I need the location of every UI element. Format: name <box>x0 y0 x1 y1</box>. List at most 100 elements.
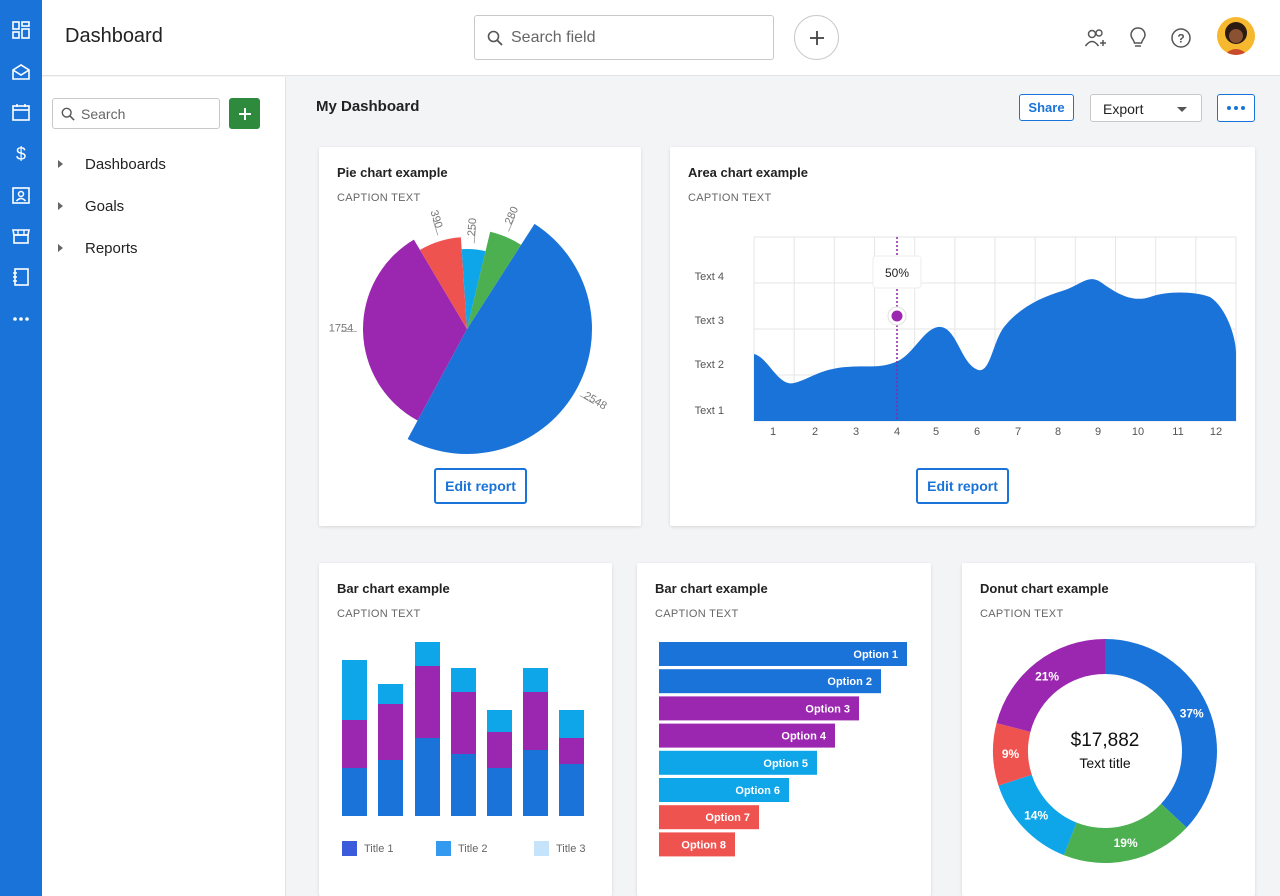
dot-icon <box>1234 106 1238 110</box>
donut-center-value: $17,882 <box>1071 730 1140 751</box>
dot-icon <box>1227 106 1231 110</box>
sidebar-item-label: Reports <box>85 239 138 257</box>
y-tick-label: Text 2 <box>695 359 724 371</box>
add-button[interactable] <box>794 15 839 60</box>
horizontal-bar <box>659 723 835 748</box>
sidebar-item-label: Goals <box>85 197 125 215</box>
sidebar-search-input[interactable] <box>81 104 213 124</box>
horizontal-bar <box>659 778 789 802</box>
more-icon[interactable] <box>9 307 33 331</box>
pie-slice <box>467 231 522 329</box>
help-icon[interactable]: ? <box>1168 25 1194 51</box>
bar-segment <box>378 684 403 704</box>
bar-label: Option 8 <box>681 839 726 851</box>
sidebar-search-box[interactable] <box>52 98 220 129</box>
dashboard-icon[interactable] <box>9 18 33 42</box>
horizontal-bar-chart-card: Option 1 Option 2 Option 3 Option 4 Option 5… <box>637 563 931 896</box>
sidebar-item-dashboards[interactable]: Dashboards <box>58 152 166 176</box>
pie-leader-line <box>473 227 476 244</box>
sidebar-add-button[interactable] <box>229 98 260 129</box>
y-tick-label: Text 3 <box>695 315 724 327</box>
bar-segment <box>451 668 476 692</box>
card-title: Pie chart example <box>337 165 448 180</box>
pie-leader-line <box>508 216 516 232</box>
donut-slice <box>993 723 1032 786</box>
bar-segment <box>378 760 403 816</box>
more-options-button[interactable] <box>1217 94 1255 122</box>
card-caption: CAPTION TEXT <box>688 192 772 204</box>
add-user-icon[interactable] <box>1083 25 1109 51</box>
caret-right-icon <box>58 244 63 252</box>
pie-slice-label: 390 <box>428 209 445 230</box>
user-avatar[interactable] <box>1217 17 1255 55</box>
card-caption: CAPTION TEXT <box>980 608 1064 620</box>
horizontal-bar <box>659 669 881 694</box>
calendar-icon[interactable] <box>9 100 33 124</box>
top-search-input[interactable] <box>511 24 761 52</box>
donut-slice <box>998 774 1077 856</box>
horizontal-bar <box>659 832 735 857</box>
horizontal-bar <box>659 642 907 666</box>
horizontal-bar-chart: Option 1 Option 2 Option 3 Option 4 Option 5… <box>659 642 907 857</box>
card-title: Donut chart example <box>980 581 1109 596</box>
chevron-down-icon <box>1177 107 1187 112</box>
export-dropdown[interactable]: Export <box>1090 94 1202 122</box>
bar-label: Option 5 <box>763 758 808 770</box>
card-title: Area chart example <box>688 165 808 180</box>
share-button[interactable]: Share <box>1019 94 1074 121</box>
inbox-icon[interactable] <box>9 60 33 84</box>
pie-leader-line <box>579 395 594 405</box>
x-tick-label: 9 <box>1095 426 1101 438</box>
bar-segment <box>415 642 440 666</box>
donut-chart-card: 37% 19% 14% 9% 21% $17,882 Text title Donut ch… <box>962 563 1255 896</box>
contact-card-icon[interactable] <box>9 183 33 207</box>
bar-segment <box>415 738 440 816</box>
marker-point <box>891 310 903 322</box>
pie-slice <box>363 239 467 421</box>
x-tick-label: 8 <box>1055 426 1061 438</box>
bar-segment <box>451 754 476 816</box>
x-tick-label: 7 <box>1015 426 1021 438</box>
bar-segment <box>523 750 548 816</box>
card-title: Bar chart example <box>655 581 768 596</box>
legend-label: Title 2 <box>458 843 488 855</box>
bar-segment <box>559 710 584 738</box>
sidebar: Dashboards Goals Reports <box>42 77 286 896</box>
donut-slice-label: 37% <box>1180 706 1204 720</box>
x-tick-label: 10 <box>1132 426 1144 438</box>
plus-icon <box>238 107 251 120</box>
legend-label: Title 3 <box>556 843 586 855</box>
card-caption: CAPTION TEXT <box>337 608 421 620</box>
stacked-bar-chart-card: Title 1 Title 2 Title 3 Bar chart example … <box>319 563 612 896</box>
horizontal-bar <box>659 750 817 775</box>
donut-slice-label: 14% <box>1024 809 1048 823</box>
svg-text:?: ? <box>1177 32 1184 46</box>
horizontal-bar <box>659 805 759 830</box>
bar-segment <box>415 666 440 738</box>
legend-swatch <box>436 841 451 856</box>
y-tick-label: Text 4 <box>695 271 724 283</box>
donut-chart: 37% 19% 14% 9% 21% $17,882 Text title <box>993 639 1217 863</box>
sidebar-item-goals[interactable]: Goals <box>58 194 124 218</box>
donut-slice <box>1105 639 1217 828</box>
dollar-icon[interactable]: $ <box>9 142 33 166</box>
top-header: Dashboard ? <box>42 0 1280 76</box>
donut-slice <box>996 639 1105 732</box>
top-search-box[interactable] <box>474 15 774 60</box>
bar-label: Option 2 <box>827 676 872 688</box>
lightbulb-icon[interactable] <box>1125 25 1151 51</box>
x-tick-label: 12 <box>1210 426 1222 438</box>
export-label: Export <box>1103 101 1144 117</box>
pie-chart-card: 2548 1754 390 250 280 Pie chart example CAPT… <box>319 147 641 526</box>
x-tick-label: 4 <box>894 426 900 438</box>
bar-segment <box>487 768 512 816</box>
sidebar-item-reports[interactable]: Reports <box>58 236 138 260</box>
notebook-icon[interactable] <box>9 265 33 289</box>
bar-segment <box>523 668 548 692</box>
edit-report-button[interactable]: Edit report <box>916 468 1009 504</box>
svg-text:$: $ <box>16 144 26 164</box>
pie-slice-label: 280 <box>503 205 521 227</box>
store-icon[interactable] <box>9 224 33 248</box>
y-tick-label: Text 1 <box>695 405 724 417</box>
edit-report-button[interactable]: Edit report <box>434 468 527 504</box>
